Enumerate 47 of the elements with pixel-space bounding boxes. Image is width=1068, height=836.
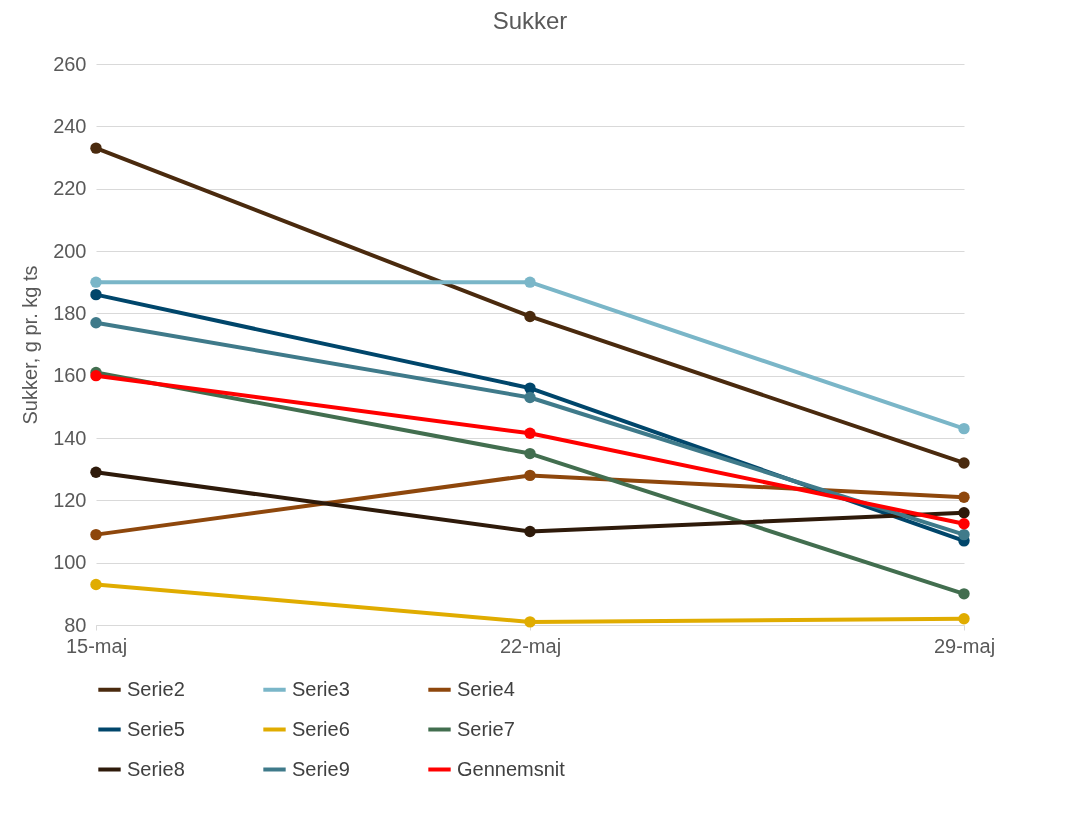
- y-tick-label: 240: [53, 114, 87, 137]
- legend-label: Serie4: [457, 677, 515, 700]
- point: [524, 427, 536, 440]
- legend-label: Serie5: [127, 717, 185, 740]
- point: [524, 447, 536, 460]
- point: [958, 507, 970, 519]
- point: [90, 142, 102, 154]
- legend-label: Serie7: [457, 717, 515, 740]
- point: [90, 276, 102, 288]
- legend-label: Serie9: [292, 757, 350, 780]
- y-tick-label: 220: [53, 177, 87, 200]
- point: [524, 525, 536, 538]
- y-tick-label: 80: [64, 613, 87, 636]
- x-tick-label: 15-maj: [65, 634, 128, 657]
- legend-label: Serie2: [127, 677, 185, 700]
- point: [958, 613, 970, 625]
- point: [90, 578, 102, 591]
- y-tick-label: 260: [53, 52, 87, 75]
- legend-label: Serie8: [127, 757, 185, 780]
- point: [90, 466, 102, 478]
- point: [524, 276, 536, 288]
- point: [958, 422, 970, 435]
- point: [90, 316, 102, 329]
- y-tick-label: 100: [53, 551, 87, 574]
- y-tick-label: 200: [53, 239, 87, 262]
- x-tick-label: 29-maj: [933, 634, 996, 657]
- x-tick-label: 22-maj: [499, 634, 562, 657]
- point: [524, 391, 536, 404]
- point: [958, 528, 970, 541]
- y-axis-title: Sukker, g pr. kg ts: [19, 265, 42, 425]
- chart-title: Sukker: [492, 7, 568, 34]
- point: [90, 528, 102, 541]
- point: [958, 491, 970, 503]
- legend-label: Gennemsnit: [457, 757, 566, 780]
- legend-label: Serie6: [292, 717, 350, 740]
- point: [958, 518, 970, 530]
- y-tick-label: 160: [53, 364, 87, 387]
- y-tick-label: 140: [53, 426, 87, 449]
- point: [958, 457, 970, 469]
- point: [524, 616, 536, 628]
- point: [958, 588, 970, 600]
- y-tick-label: 180: [53, 301, 87, 324]
- legend-label: Serie3: [292, 677, 350, 700]
- y-tick-label: 120: [53, 488, 87, 511]
- point: [524, 310, 536, 323]
- point: [90, 288, 102, 301]
- point: [524, 469, 536, 482]
